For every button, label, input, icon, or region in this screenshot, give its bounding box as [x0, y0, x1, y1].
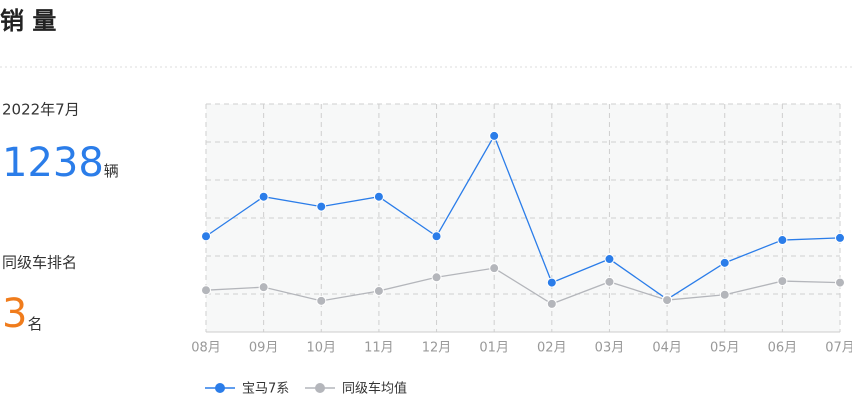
data-point [201, 231, 211, 242]
sales-value: 1238 [2, 140, 104, 186]
rank-label: 同级车排名 [2, 254, 77, 272]
x-tick-label: 07月 [825, 341, 852, 356]
period: 2022年7月 [2, 101, 80, 119]
data-point [258, 191, 269, 202]
data-point [604, 254, 615, 265]
rank-value: 3 [2, 291, 27, 337]
data-point [431, 272, 442, 283]
x-tick-label: 06月 [768, 341, 798, 356]
data-point [546, 298, 557, 309]
x-tick-label: 02月 [537, 341, 567, 356]
data-point [777, 235, 788, 246]
rank-unit: 名 [27, 315, 42, 333]
data-point [316, 295, 327, 306]
sales: 1238辆 [2, 140, 119, 186]
section-title: 销 量 [0, 7, 56, 35]
series-line [205, 134, 841, 301]
data-point [835, 277, 845, 288]
legend-label: 宝马7系 [242, 382, 289, 397]
data-point [835, 232, 845, 243]
data-point [373, 191, 384, 202]
data-point [316, 201, 327, 212]
chart: 08月 09月 10月 11月 12月 01月 02月 03月 04月 05月 06月 07月宝马7系… [191, 103, 852, 397]
legend-label: 同级车均值 [342, 381, 407, 397]
data-point [546, 277, 557, 288]
x-tick-label: 11月 [364, 341, 394, 356]
sales-unit: 辆 [104, 162, 119, 180]
x-tick-label: 08月 [191, 341, 221, 356]
data-point [201, 285, 211, 296]
x-tick-label: 03月 [595, 341, 625, 356]
x-tick-label: 09月 [249, 341, 279, 356]
data-point [777, 276, 788, 287]
data-point [489, 263, 500, 274]
series-line [205, 267, 841, 305]
data-point [662, 295, 673, 306]
data-point [431, 231, 442, 242]
rank: 3名 [2, 291, 42, 337]
data-point [373, 285, 384, 296]
data-point [719, 257, 730, 268]
x-tick-label: 10月 [306, 341, 336, 356]
x-tick-label: 12月 [422, 341, 452, 356]
legend-marker [315, 383, 325, 393]
data-point [258, 282, 269, 293]
x-tick-label: 01月 [479, 341, 509, 356]
data-point [719, 289, 730, 300]
x-tick-label: 04月 [652, 341, 682, 356]
data-point [489, 130, 500, 141]
legend-marker [215, 383, 225, 393]
data-point [604, 276, 615, 287]
x-tick-label: 05月 [710, 341, 740, 356]
